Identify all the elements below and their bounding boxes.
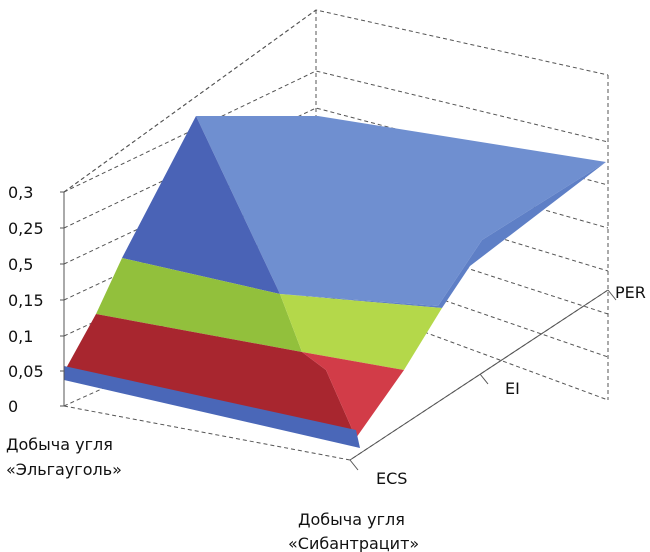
depth-tick-mark xyxy=(607,289,617,301)
y-tick-label: 0,05 xyxy=(8,362,44,381)
surface xyxy=(64,116,606,448)
y-tick-label: 0,3 xyxy=(8,183,33,202)
y-tick-label: 0,1 xyxy=(8,327,33,346)
x-label-sibantracit-line2: «Сибантрацит» xyxy=(288,534,419,552)
surface-green-right xyxy=(280,294,442,370)
x-label-elga-line2: «Эльгауголь» xyxy=(6,460,122,479)
depth-label-ei: EI xyxy=(505,379,520,398)
grid-line-5 xyxy=(63,107,609,229)
depth-tick-mark xyxy=(349,459,359,471)
surface-red-left xyxy=(64,314,356,438)
grid-line-6 xyxy=(63,70,609,193)
y-tick-label: 0,25 xyxy=(8,219,44,238)
x-label-sibantracit-line1: Добыча угля xyxy=(298,510,405,529)
back-top-left xyxy=(63,9,317,193)
depth-axis: ECS EI PER xyxy=(349,283,646,488)
surface-blue-base xyxy=(64,366,360,448)
surface-green-left xyxy=(96,258,302,352)
depth-axis-line xyxy=(349,289,609,461)
x-axis: Добыча угля «Эльгауголь» Добыча угля «Си… xyxy=(6,435,419,552)
x-label-elga-line1: Добыча угля xyxy=(6,435,113,454)
surface-red-right xyxy=(302,352,404,438)
surface-top-blue-left xyxy=(122,116,280,294)
depth-tick-mark xyxy=(479,373,489,385)
surface-top-blue-back xyxy=(196,116,606,306)
y-tick-label: 0,5 xyxy=(8,255,33,274)
y-tick-label: 0 xyxy=(8,397,18,416)
depth-label-per: PER xyxy=(615,283,646,302)
y-tick-label: 0,15 xyxy=(8,291,44,310)
depth-label-ecs: ECS xyxy=(376,469,407,488)
y-axis: 0 0,05 0,1 0,15 0,5 0,25 0,3 xyxy=(8,183,65,416)
